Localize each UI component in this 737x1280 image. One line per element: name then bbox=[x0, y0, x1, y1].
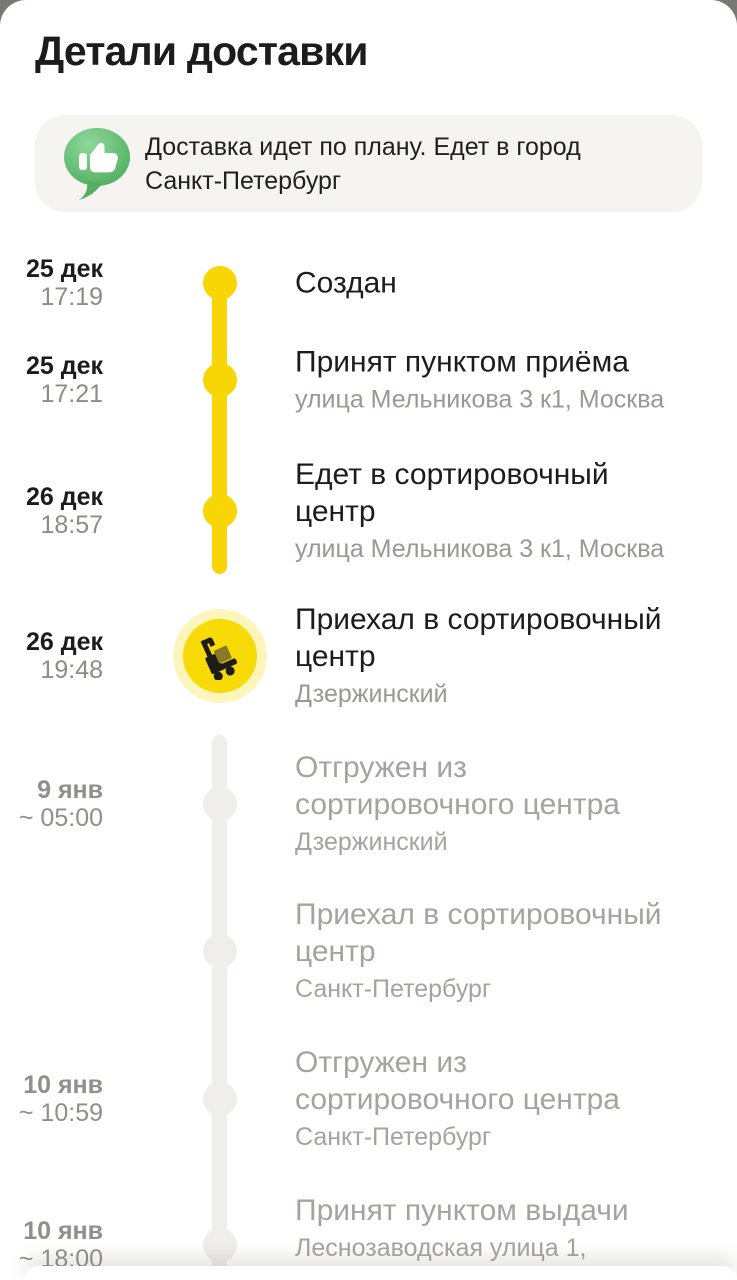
event-title: Принят пунктом приёма bbox=[295, 345, 629, 379]
event-datetime: 10 янв ~ 10:59 bbox=[0, 1071, 103, 1127]
event-subtitle: Дзержинский bbox=[295, 828, 448, 856]
event-subtitle: Санкт-Петербург bbox=[295, 1123, 492, 1151]
event-date: 10 янв bbox=[23, 1071, 103, 1099]
event-time: 19:48 bbox=[40, 656, 103, 684]
event-marker-dot bbox=[203, 494, 237, 528]
status-text: Доставка идет по плану. Едет в город Сан… bbox=[145, 132, 581, 195]
event-datetime: 26 дек 18:57 bbox=[0, 483, 103, 539]
next-sheet-edge[interactable] bbox=[25, 1266, 737, 1280]
event-content: Отгружен из сортировочного центра Санкт-… bbox=[295, 1044, 703, 1154]
event-time: 18:57 bbox=[40, 511, 103, 539]
event-content: Отгружен из сортировочного центра Дзержи… bbox=[295, 749, 703, 859]
event-datetime: 9 янв ~ 05:00 bbox=[0, 776, 103, 832]
event-time: 17:19 bbox=[40, 283, 103, 311]
event-subtitle: Дзержинский bbox=[295, 680, 448, 708]
event-content: Принят пунктом выдачи Леснозаводская ули… bbox=[295, 1192, 703, 1280]
event-subtitle: Санкт-Петербург bbox=[295, 975, 492, 1003]
event-time: ~ 05:00 bbox=[18, 804, 103, 832]
status-banner: Доставка идет по плану. Едет в город Сан… bbox=[35, 115, 702, 212]
event-content: Приехал в сортировочный центр Санкт-Пете… bbox=[295, 896, 703, 1006]
event-title: Создан bbox=[295, 266, 397, 300]
thumbs-up-bubble-icon bbox=[57, 123, 137, 205]
event-marker-dot bbox=[203, 934, 237, 968]
event-subtitle: улица Мельникова 3 к1, Москва bbox=[295, 385, 665, 414]
handtruck-icon bbox=[173, 609, 267, 703]
event-date: 25 дек bbox=[25, 352, 103, 380]
event-date: 9 янв bbox=[37, 776, 103, 804]
page-title: Детали доставки bbox=[35, 28, 368, 74]
event-date: 26 дек bbox=[25, 483, 103, 511]
event-marker-dot bbox=[203, 1082, 237, 1116]
event-marker-dot bbox=[203, 363, 237, 397]
event-title: Едет в сортировочный центр bbox=[295, 458, 609, 528]
event-title: Приехал в сортировочный центр bbox=[295, 603, 662, 673]
event-datetime: 25 дек 17:19 bbox=[0, 255, 103, 311]
event-time: ~ 10:59 bbox=[18, 1099, 103, 1127]
event-content: Приехал в сортировочный центр Дзержински… bbox=[295, 601, 703, 711]
event-title: Отгружен из сортировочного центра bbox=[295, 1046, 620, 1116]
event-date: 26 дек bbox=[25, 628, 103, 656]
event-content: Принят пунктом приёма улица Мельникова 3… bbox=[295, 344, 703, 417]
event-content: Создан bbox=[295, 265, 703, 302]
event-date: 25 дек bbox=[25, 255, 103, 283]
event-marker-dot bbox=[203, 266, 237, 300]
event-marker-dot bbox=[203, 787, 237, 821]
timeline-line-upcoming bbox=[212, 735, 227, 1280]
event-title: Приехал в сортировочный центр bbox=[295, 898, 662, 968]
event-date: 10 янв bbox=[23, 1217, 103, 1245]
event-title: Отгружен из сортировочного центра bbox=[295, 751, 620, 821]
event-subtitle: улица Мельникова 3 к1, Москва bbox=[295, 535, 665, 563]
event-marker-dot bbox=[203, 1228, 237, 1262]
event-content: Едет в сортировочный центр улица Мельник… bbox=[295, 456, 703, 566]
event-time: 17:21 bbox=[40, 380, 103, 408]
event-title: Принят пунктом выдачи bbox=[295, 1194, 629, 1227]
event-datetime: 26 дек 19:48 bbox=[0, 628, 103, 684]
event-datetime: 10 янв ~ 18:00 bbox=[0, 1217, 103, 1273]
event-datetime: 25 дек 17:21 bbox=[0, 352, 103, 408]
